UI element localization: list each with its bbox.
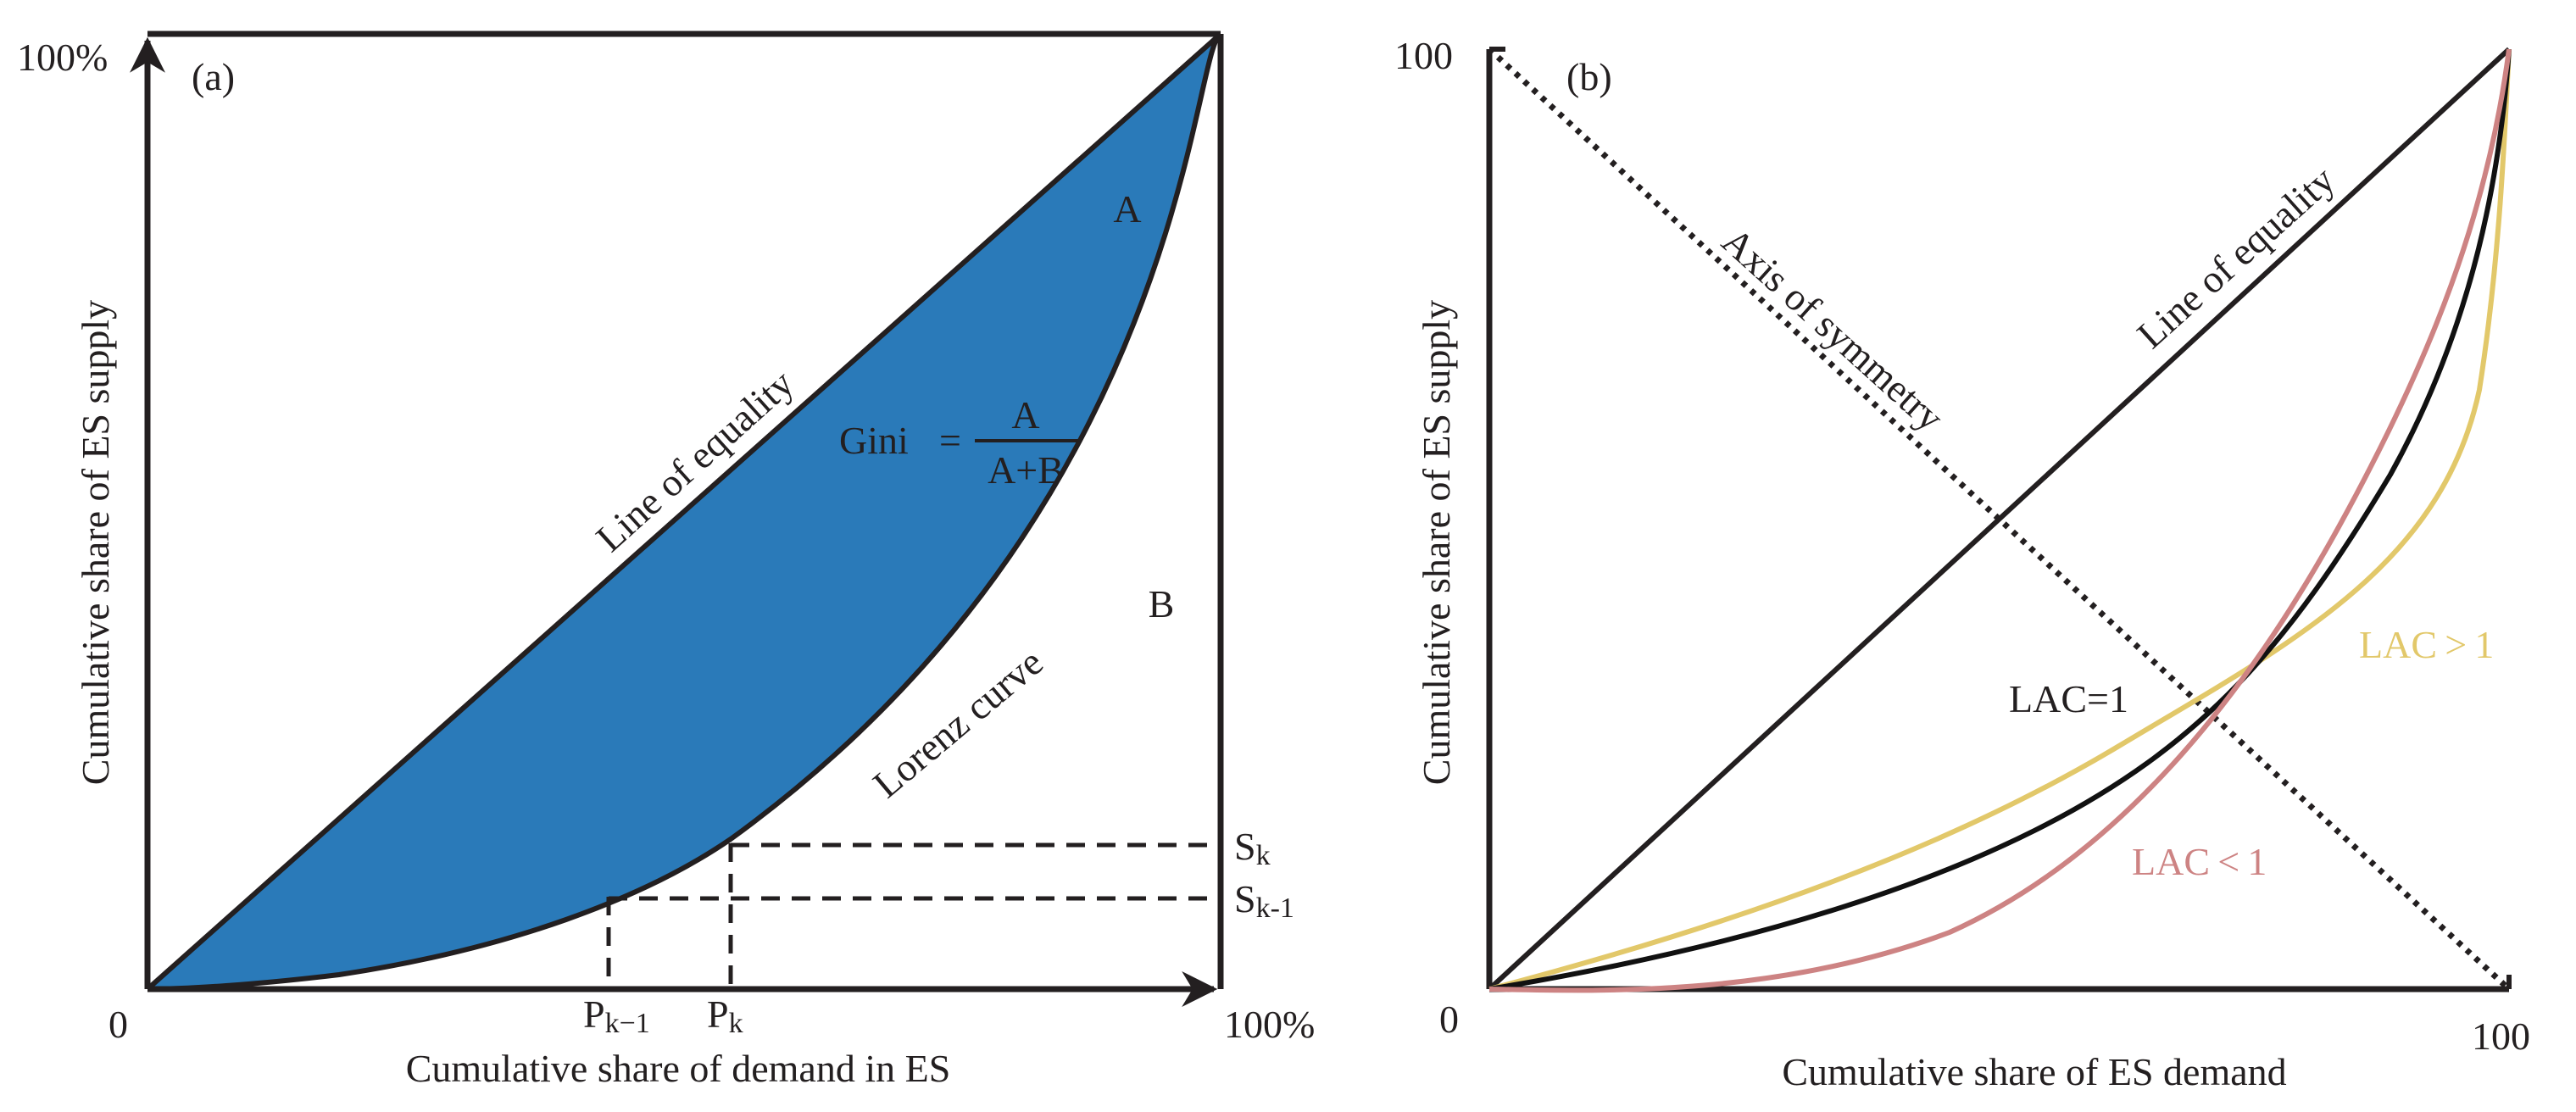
origin-label-a: 0 [108,1003,128,1046]
lac-greater-than-1-curve [1488,48,2512,992]
x-axis-title-a: Cumulative share of demand in ES [406,1047,951,1090]
dashed-guides [606,842,1221,989]
p-k-label: Pk [707,992,743,1039]
gini-formula: Gini = A A+B [839,393,1078,492]
area-b-label: B [1149,582,1175,626]
y-end-label-a: 100% [17,36,108,79]
panel-b-tag: (b) [1566,55,1612,98]
s-k-label: Sk [1234,825,1271,871]
panel-b: (b) 0 100 100 Cumulative share of ES dem… [1394,34,2530,1093]
origin-label-b: 0 [1439,998,1459,1041]
lac-greater-than-1-label: LAC > 1 [2359,623,2494,666]
y-end-label-b: 100 [1394,34,1453,77]
panel-a-tag: (a) [192,55,235,98]
x-end-label-b: 100 [2472,1015,2530,1058]
lac-less-than-1-curve [1488,48,2512,993]
y-axis-title-b: Cumulative share of ES supply [1415,300,1458,785]
s-k-minus-1-label: Sk-1 [1234,877,1294,924]
lac-equal-1-curve [1488,48,2512,992]
y-axis-title-a: Cumulative share of ES supply [74,300,117,785]
gini-numerator: A [1011,393,1039,436]
gini-denominator: A+B [988,448,1064,492]
axis-of-symmetry-label: Axis of symmetry [1714,219,1952,439]
gini-label: Gini [839,419,909,462]
line-of-equality-label-b: Line of equality [2128,158,2342,356]
gini-equals: = [939,419,961,462]
panel-a: (a) 0 100% 100% Cumulative share of dema… [17,31,1315,1090]
lorenz-curve-line [147,31,1223,992]
lac-equal-1-label: LAC=1 [2009,677,2128,720]
equality-line-a [146,31,1222,992]
x-axis-title-b: Cumulative share of ES demand [1782,1050,2286,1093]
p-k-minus-1-label: Pk−1 [583,992,650,1039]
lac-less-than-1-label: LAC < 1 [2132,840,2267,883]
x-end-label-a: 100% [1224,1003,1315,1046]
axis-of-symmetry-line [1487,47,2512,992]
equality-line-b [1487,47,2512,992]
area-a-label: A [1113,187,1141,231]
